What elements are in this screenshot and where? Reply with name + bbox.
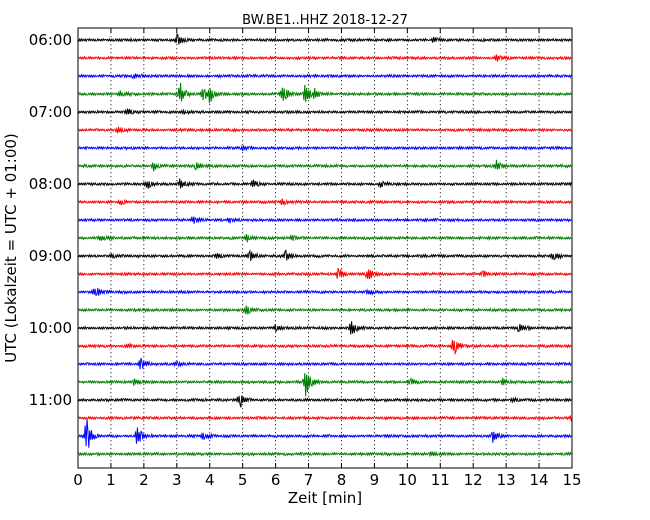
x-axis-ticks: 0 1 2 3 4 5 6 7 8 9 10 11 12 13 14 15 — [73, 28, 582, 489]
trace-line-06:15 — [77, 54, 572, 62]
x-tick-label: 9 — [370, 471, 380, 489]
y-axis-label: UTC (Lokalzeit = UTC + 01:00) — [2, 133, 20, 363]
trace-group — [77, 33, 572, 458]
trace-line-07:30 — [77, 144, 572, 152]
x-tick-label: 11 — [431, 471, 450, 489]
y-tick-label: 11:00 — [29, 391, 72, 409]
y-axis-ticks: 06:00 07:00 08:00 09:00 10:00 11:00 — [29, 31, 572, 409]
trace-line-09:30 — [77, 287, 572, 297]
trace-line-10:15 — [77, 339, 572, 356]
trace-line-07:45 — [77, 159, 572, 172]
y-tick-label: 06:00 — [29, 31, 72, 49]
x-tick-label: 2 — [139, 471, 149, 489]
x-tick-label: 0 — [73, 471, 83, 489]
y-tick-label: 10:00 — [29, 319, 72, 337]
trace-line-07:15 — [77, 126, 572, 134]
plot-frame — [77, 27, 573, 469]
y-tick-label: 09:00 — [29, 247, 72, 265]
trace-line-08:30 — [77, 215, 572, 224]
x-tick-label: 3 — [172, 471, 182, 489]
x-tick-label: 12 — [464, 471, 483, 489]
trace-line-10:30 — [77, 357, 572, 370]
x-tick-label: 8 — [337, 471, 347, 489]
x-tick-label: 6 — [271, 471, 281, 489]
trace-line-06:00 — [77, 33, 572, 45]
trace-line-11:30 — [77, 418, 572, 448]
x-tick-label: 13 — [497, 471, 516, 489]
x-tick-label: 7 — [304, 471, 314, 489]
y-tick-label: 07:00 — [29, 103, 72, 121]
trace-line-09:00 — [77, 249, 572, 262]
trace-line-08:00 — [77, 178, 572, 189]
trace-line-09:45 — [77, 305, 572, 315]
trace-line-07:00 — [77, 108, 572, 116]
trace-line-08:15 — [77, 198, 572, 206]
trace-line-08:45 — [77, 233, 572, 243]
trace-line-10:45 — [77, 373, 572, 397]
chart-title: BW.BE1..HHZ 2018-12-27 — [242, 13, 408, 28]
x-axis-label: Zeit [min] — [288, 489, 362, 507]
y-tick-label: 08:00 — [29, 175, 72, 193]
trace-line-10:00 — [77, 321, 572, 335]
grid-lines — [110, 28, 540, 468]
x-tick-label: 4 — [205, 471, 215, 489]
trace-line-06:45 — [77, 82, 572, 104]
x-tick-label: 1 — [106, 471, 116, 489]
trace-line-11:45 — [77, 450, 572, 458]
trace-line-11:00 — [77, 395, 572, 408]
x-tick-label: 15 — [562, 471, 581, 489]
trace-line-06:30 — [77, 73, 572, 80]
x-tick-label: 5 — [238, 471, 248, 489]
trace-line-09:15 — [77, 267, 572, 280]
x-tick-label: 10 — [398, 471, 417, 489]
x-tick-label: 14 — [530, 471, 549, 489]
trace-line-11:15 — [77, 415, 572, 422]
